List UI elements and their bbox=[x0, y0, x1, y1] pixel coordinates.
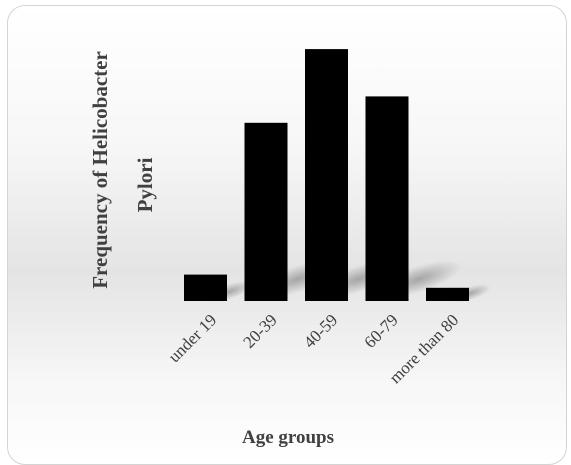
x-tick-label: 40-59 bbox=[300, 310, 341, 351]
bar-60-79 bbox=[365, 96, 409, 302]
bars bbox=[184, 49, 469, 302]
bar-40-59 bbox=[305, 49, 348, 301]
bar-under-19 bbox=[184, 274, 227, 301]
x-tick-label: 20-39 bbox=[239, 310, 280, 351]
x-axis-title: Age groups bbox=[242, 427, 334, 448]
bar-20-39 bbox=[244, 122, 288, 301]
x-tick-label: under 19 bbox=[164, 310, 220, 366]
bar-more-than-80 bbox=[426, 287, 469, 301]
y-axis-title-line-1: Frequency of Helicobacter bbox=[88, 51, 112, 289]
x-tick-label: 60-79 bbox=[360, 310, 401, 351]
y-axis-title-line-2: Pylori bbox=[133, 157, 157, 212]
